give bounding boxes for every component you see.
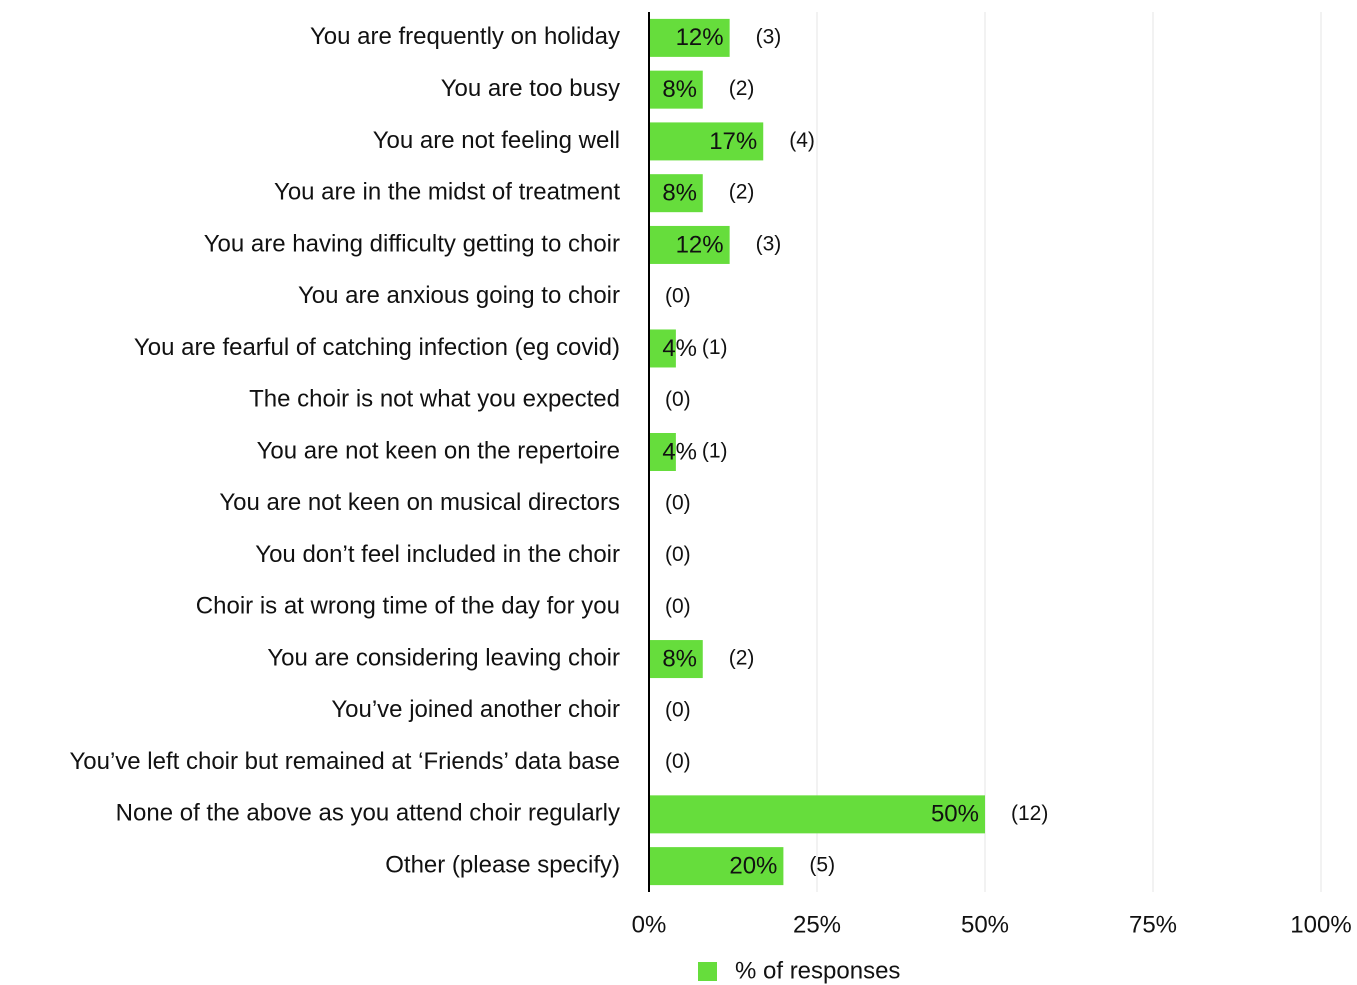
count-label: (3) [756,232,782,255]
category-label: You are considering leaving choir [267,644,620,671]
x-tick-label: 50% [961,911,1009,938]
category-label: You are anxious going to choir [298,282,620,309]
count-label: (4) [789,129,815,152]
count-label: (12) [1011,802,1048,825]
value-label: 8% [662,180,697,207]
x-tick-label: 75% [1129,911,1177,938]
bar [649,847,784,886]
category-label: You are fearful of catching infection (e… [134,334,620,361]
bar [649,122,764,161]
count-label: (1) [702,336,728,359]
value-label: 12% [676,24,724,51]
x-tick-label: 25% [793,911,841,938]
category-label: The choir is not what you expected [249,386,620,413]
category-label: You are frequently on holiday [310,23,620,50]
category-label: You are not keen on the repertoire [257,437,620,464]
bar [649,329,676,368]
category-label: You are in the midst of treatment [274,179,620,206]
x-tick-label: 0% [632,911,667,938]
count-label: (0) [665,284,691,307]
count-label: (0) [665,698,691,721]
category-label: None of the above as you attend choir re… [116,800,620,827]
value-label: 12% [676,231,724,258]
category-label: You’ve joined another choir [331,696,620,723]
value-label: 8% [662,76,697,103]
count-label: (0) [665,388,691,411]
bar [649,18,730,57]
count-label: (2) [729,181,755,204]
legend-label: % of responses [735,957,900,984]
value-label: 4% [662,438,697,465]
bar [649,70,703,109]
value-label: 17% [709,128,757,155]
category-label: Choir is at wrong time of the day for yo… [196,593,620,620]
category-label: Other (please specify) [385,851,620,878]
count-label: (0) [665,543,691,566]
count-label: (2) [729,77,755,100]
count-label: (0) [665,491,691,514]
bar [649,174,703,213]
bar [649,433,676,471]
value-label: 8% [662,645,697,672]
count-label: (0) [665,595,691,618]
bar [649,640,703,679]
count-label: (3) [756,25,782,48]
bar [649,225,730,264]
count-label: (5) [809,854,835,877]
category-label: You are having difficulty getting to cho… [204,230,620,257]
x-tick-label: 100% [1290,911,1351,938]
count-label: (0) [665,750,691,773]
value-label: 50% [931,801,979,828]
category-label: You are not keen on musical directors [219,489,620,516]
bar [649,795,985,834]
category-label: You’ve left choir but remained at ‘Frien… [69,748,620,775]
legend-swatch [698,962,717,981]
value-label: 20% [729,852,777,879]
count-label: (2) [729,647,755,670]
category-label: You are not feeling well [373,127,620,154]
count-label: (1) [702,440,728,463]
category-label: You don’t feel included in the choir [255,541,620,568]
category-label: You are too busy [441,75,620,102]
value-label: 4% [662,335,697,362]
